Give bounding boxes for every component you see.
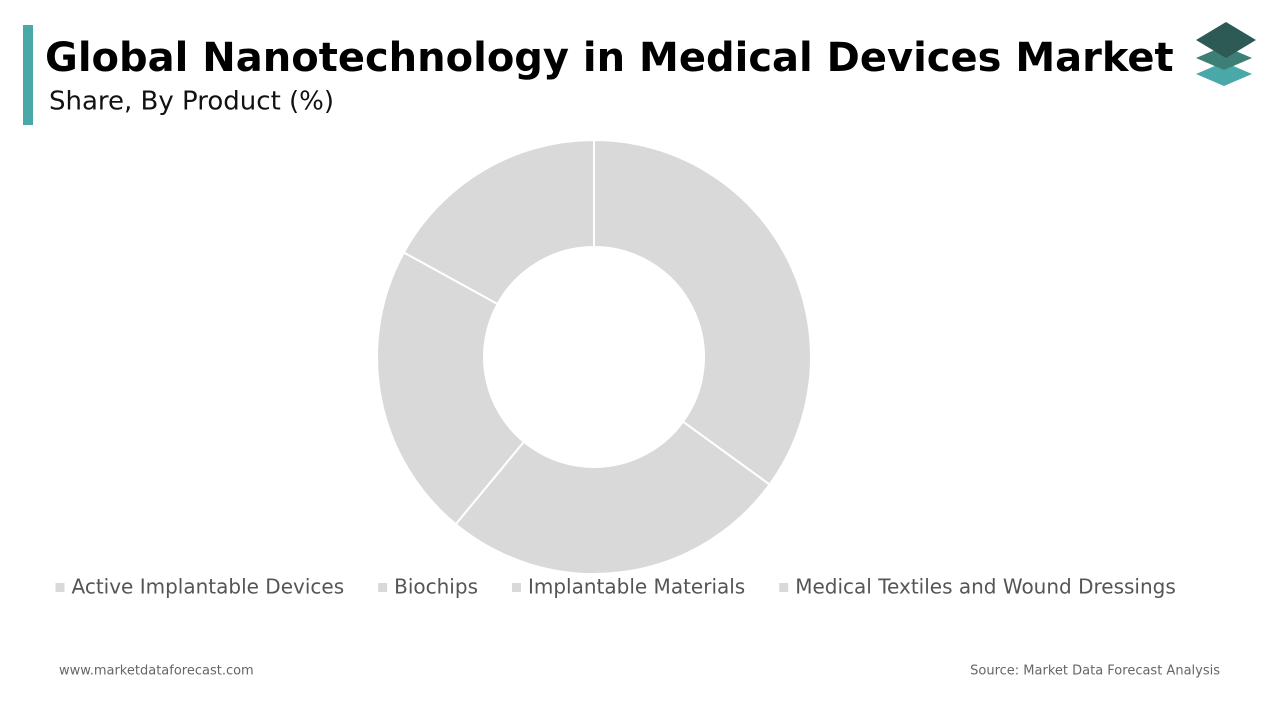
legend-swatch (55, 583, 65, 592)
footer-website: www.marketdataforecast.com (59, 664, 254, 679)
donut-segment (454, 420, 771, 575)
title-accent (23, 25, 33, 125)
legend-label: Implantable Materials (528, 575, 745, 599)
legend-label: Medical Textiles and Wound Dressings (795, 575, 1176, 599)
donut-segment (376, 251, 526, 526)
legend-swatch (378, 583, 388, 592)
legend: Active Implantable Devices Biochips Implan… (55, 575, 1176, 599)
legend-swatch (779, 583, 789, 592)
donut-segment (593, 138, 812, 486)
legend-label: Biochips (394, 575, 478, 599)
legend-swatch (511, 583, 521, 592)
footer-source: Source: Market Data Forecast Analysis (970, 664, 1220, 679)
chart-subtitle: Share, By Product (%) (49, 87, 334, 117)
donut (376, 138, 812, 575)
chart-title: Global Nanotechnology in Medical Devices… (45, 35, 1174, 81)
logo (1196, 22, 1256, 86)
donut-segment (402, 138, 595, 306)
legend-label: Active Implantable Devices (72, 575, 345, 599)
